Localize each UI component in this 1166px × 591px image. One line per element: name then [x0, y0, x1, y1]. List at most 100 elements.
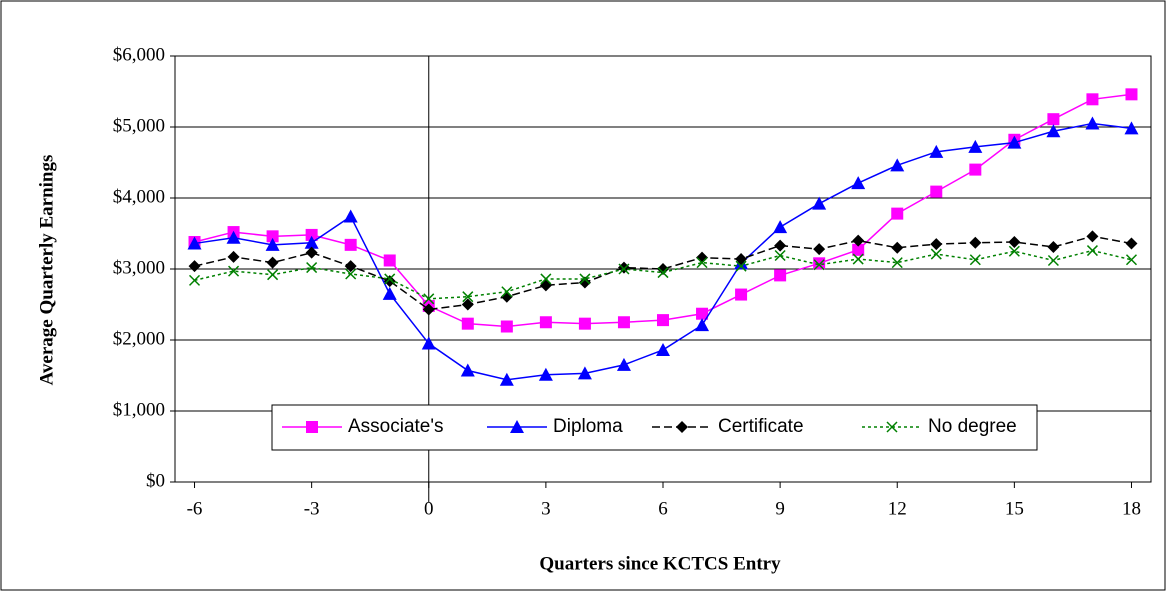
marker	[228, 265, 240, 277]
marker	[735, 260, 747, 272]
marker	[579, 273, 591, 285]
marker	[383, 254, 396, 267]
marker-stroke	[618, 263, 630, 275]
marker	[265, 237, 280, 251]
legend-label: Certificate	[718, 416, 804, 437]
marker-stroke	[1125, 254, 1138, 266]
x-axis-label: Quarters since KCTCS Entry	[539, 553, 781, 574]
marker	[695, 318, 710, 332]
marker	[343, 209, 358, 223]
marker	[344, 260, 357, 273]
legend-label: No degree	[928, 416, 1017, 437]
marker	[539, 316, 552, 329]
x-tick-label: 0	[424, 498, 434, 519]
marker	[1047, 240, 1060, 253]
marker	[851, 176, 866, 190]
marker	[886, 421, 898, 433]
marker	[421, 336, 436, 350]
marker	[1125, 254, 1138, 266]
marker	[696, 307, 709, 320]
marker	[616, 357, 631, 371]
marker-stroke	[345, 268, 357, 280]
marker	[1047, 254, 1059, 267]
marker	[813, 259, 825, 271]
marker	[499, 372, 514, 386]
marker-stroke	[228, 265, 240, 277]
y-tick-label: $0	[146, 470, 165, 491]
marker	[1125, 88, 1138, 101]
y-tick-label: $4,000	[113, 186, 165, 207]
marker	[657, 314, 669, 327]
marker	[266, 256, 279, 269]
legend-label: Diploma	[553, 416, 623, 437]
marker	[577, 366, 592, 380]
marker	[462, 291, 474, 303]
x-tick-label: 9	[775, 498, 785, 519]
x-tick-label: -3	[304, 498, 320, 519]
marker	[187, 236, 202, 250]
marker-stroke	[657, 267, 669, 279]
marker	[422, 303, 435, 316]
marker	[774, 269, 787, 282]
marker	[306, 421, 318, 433]
x-tick-label: 6	[658, 498, 668, 519]
marker	[461, 317, 474, 330]
marker	[267, 269, 279, 281]
marker-stroke	[1008, 245, 1020, 257]
marker-stroke	[501, 286, 513, 298]
y-axis-label: Average Quarterly Earnings	[36, 155, 57, 386]
marker	[813, 243, 826, 256]
marker	[852, 243, 865, 256]
marker	[969, 236, 982, 249]
marker	[1007, 135, 1022, 149]
marker-stroke	[969, 254, 981, 266]
marker-stroke	[188, 274, 201, 286]
marker	[304, 235, 319, 249]
marker	[384, 273, 396, 285]
marker	[1086, 245, 1098, 257]
marker	[676, 421, 688, 433]
marker-stroke	[267, 269, 279, 281]
marker-stroke	[1047, 254, 1059, 267]
marker	[735, 253, 748, 266]
marker	[1008, 236, 1021, 249]
y-tick-label: $5,000	[113, 115, 165, 136]
marker	[656, 342, 670, 356]
marker	[773, 220, 788, 234]
marker	[227, 250, 240, 263]
marker	[1008, 245, 1020, 257]
marker	[538, 367, 553, 381]
x-tick-label: 18	[1122, 498, 1141, 519]
marker-stroke	[540, 273, 552, 285]
marker	[774, 239, 787, 252]
marker	[969, 163, 982, 176]
marker	[1125, 237, 1138, 250]
marker	[501, 286, 513, 298]
marker	[510, 420, 524, 433]
marker-stroke	[813, 259, 825, 271]
marker	[891, 257, 903, 269]
marker	[617, 261, 630, 274]
marker	[578, 317, 591, 330]
marker	[617, 316, 630, 329]
marker	[735, 288, 748, 301]
marker	[226, 230, 241, 244]
marker	[968, 139, 983, 153]
y-tick-label: $1,000	[113, 399, 165, 420]
marker	[1047, 113, 1060, 126]
marker	[188, 274, 201, 286]
marker	[929, 144, 944, 158]
marker-stroke	[930, 248, 942, 260]
marker	[696, 257, 708, 269]
marker	[460, 363, 475, 377]
marker	[1086, 93, 1099, 106]
y-tick-label: $2,000	[113, 328, 165, 349]
marker-stroke	[696, 257, 708, 269]
marker	[891, 207, 904, 220]
marker	[188, 260, 201, 273]
legend-label: Associate's	[348, 416, 444, 437]
marker-stroke	[886, 421, 898, 433]
x-tick-label: 3	[541, 498, 551, 519]
marker-stroke	[852, 253, 864, 265]
